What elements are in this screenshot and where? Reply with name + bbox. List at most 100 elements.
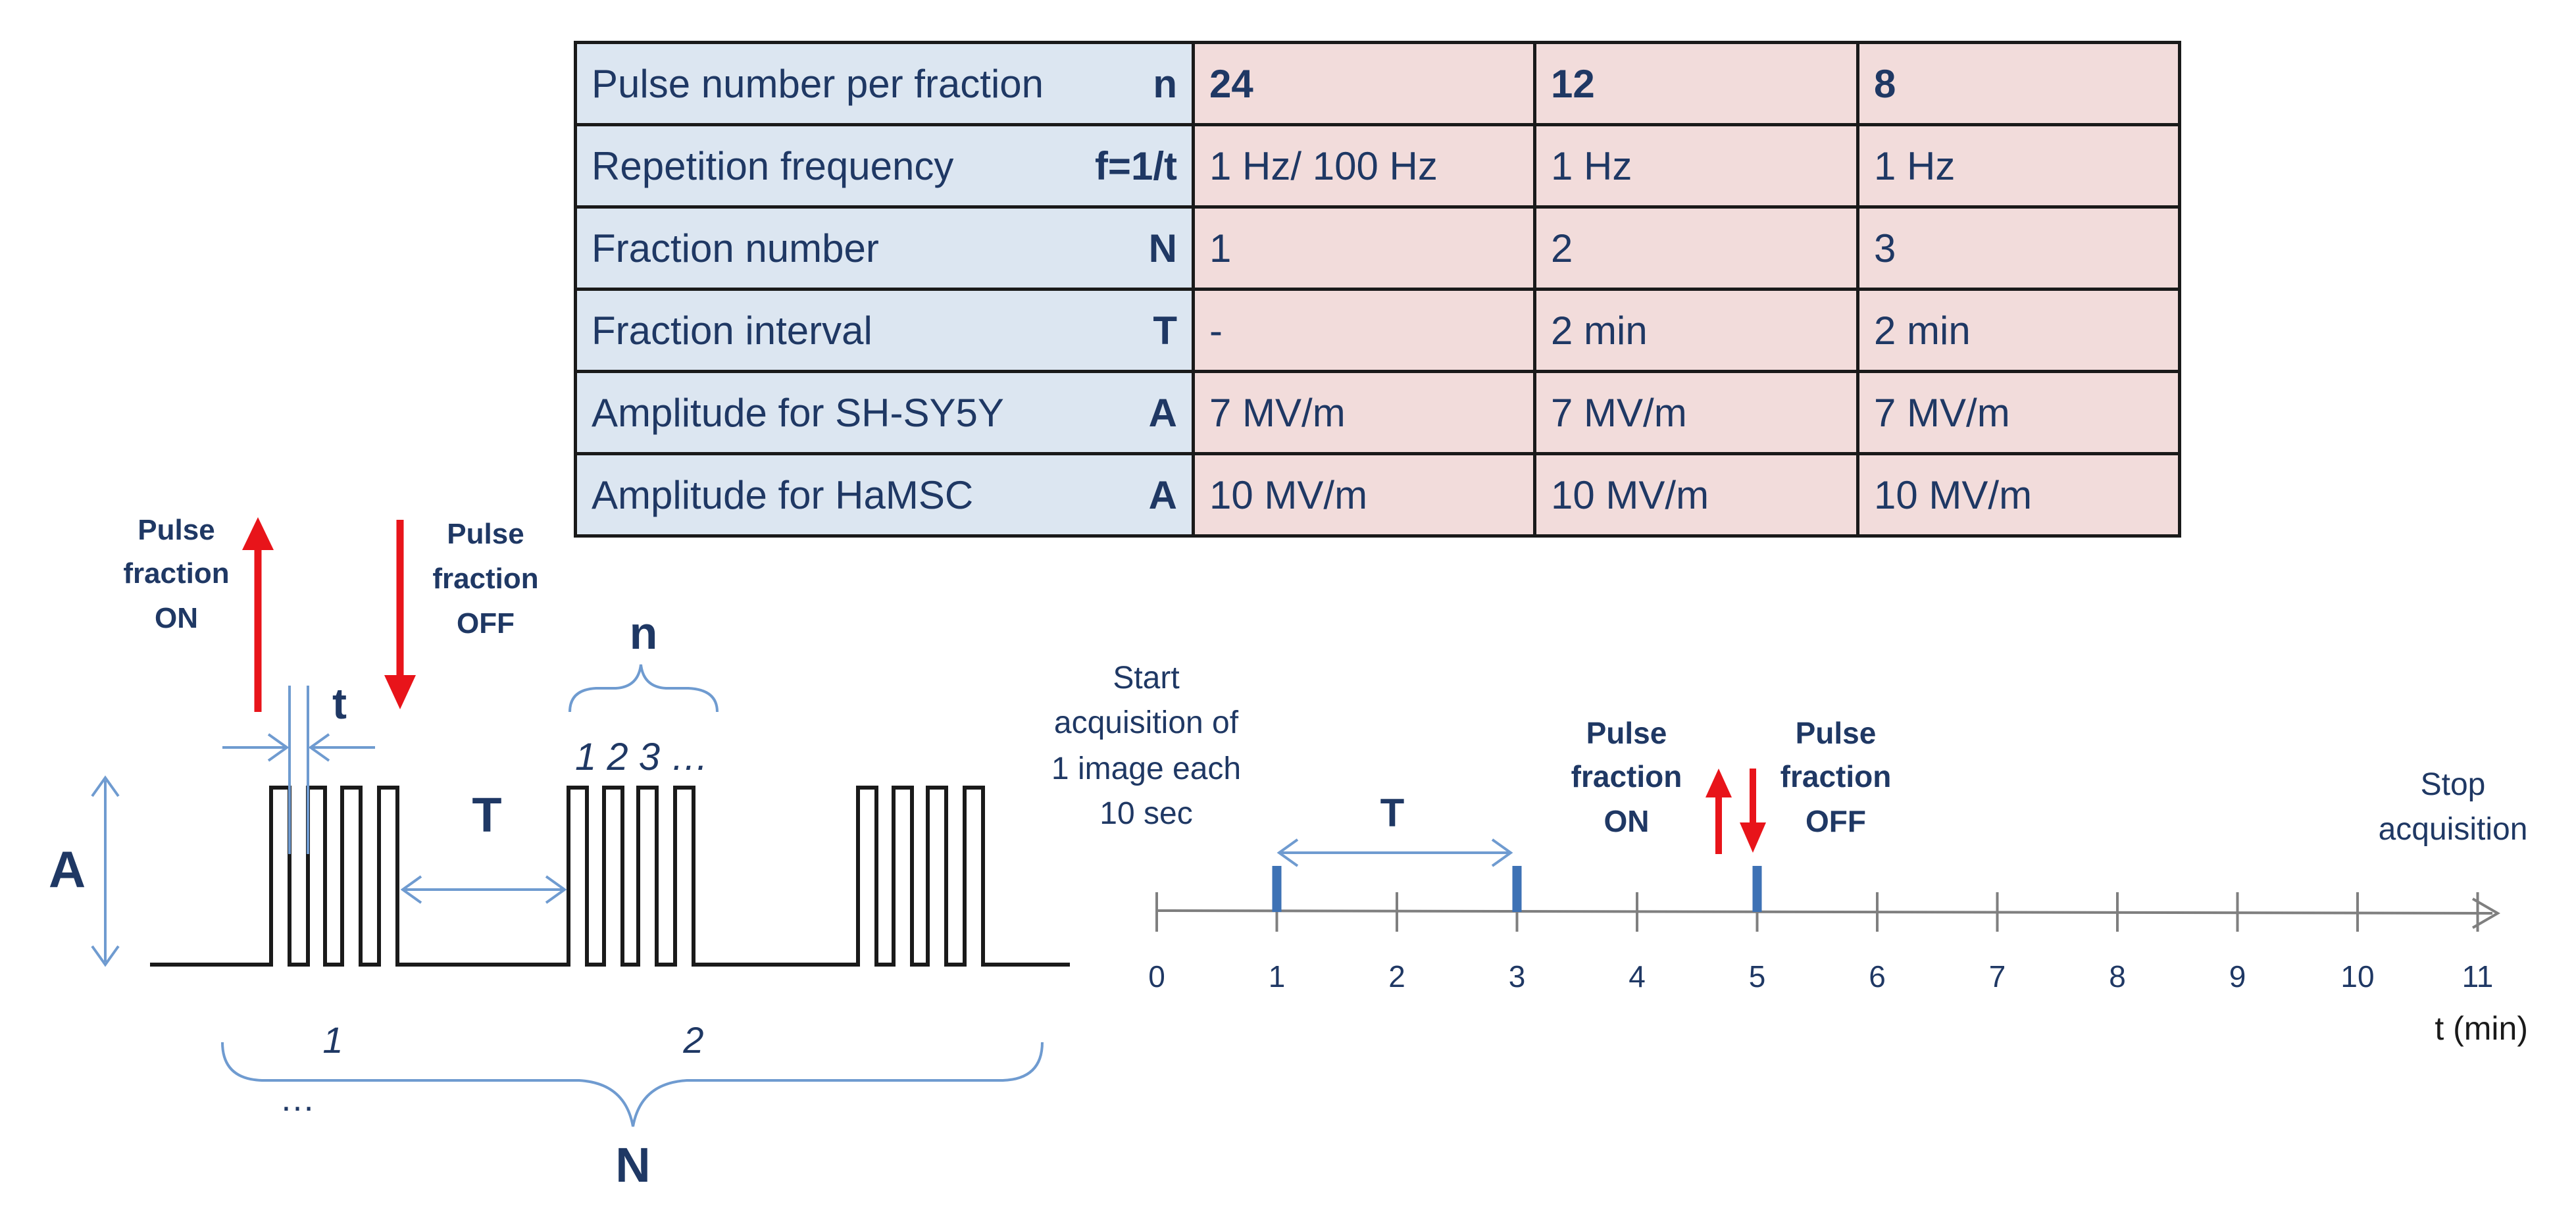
start-label-2: acquisition of xyxy=(1054,705,1239,740)
row-label-cell: Pulse number per fraction n xyxy=(574,41,1195,126)
timeline-on-arrow xyxy=(1705,769,1732,854)
start-label-1: Start xyxy=(1113,661,1179,695)
table-row: Repetition frequency f=1/t 1 Hz/ 100 Hz 1 H… xyxy=(574,123,2181,209)
row-label-cell: Amplitude for HaMSC A xyxy=(574,452,1195,538)
waveform-baseline xyxy=(150,786,1070,967)
t-label: t xyxy=(332,679,347,728)
pulse-off-arrow xyxy=(384,520,416,709)
row-value-cell: 2 min xyxy=(1856,288,2181,373)
pulse-on-label-1: Pulse xyxy=(138,514,215,546)
timeline-T-label: T xyxy=(1380,791,1405,835)
n-brace xyxy=(568,664,719,713)
row-symbol: f=1/t xyxy=(1094,143,1177,188)
n-label: n xyxy=(630,607,658,659)
timeline-tick-label: 0 xyxy=(1148,959,1165,994)
row-label: Fraction number xyxy=(592,226,879,270)
row-symbol: A xyxy=(1148,472,1177,517)
row-value-cell: 10 MV/m xyxy=(1533,452,1859,538)
row-label: Amplitude for HaMSC xyxy=(592,472,974,517)
timeline-off-label-3: OFF xyxy=(1806,804,1866,838)
row-value-cell: 3 xyxy=(1856,205,2181,291)
row-symbol: T xyxy=(1153,308,1177,353)
row-value-cell: 10 MV/m xyxy=(1192,452,1536,538)
timeline-axis-label: t (min) xyxy=(2435,1010,2528,1047)
row-symbol: A xyxy=(1148,390,1177,435)
row-label: Pulse number per fraction xyxy=(592,61,1044,106)
pulse-on-label-3: ON xyxy=(155,602,198,634)
pulse-index-label: 1 2 3 … xyxy=(575,736,709,778)
T-label: T xyxy=(472,788,501,842)
timeline-tick-label: 4 xyxy=(1629,959,1646,994)
table-row: Pulse number per fraction n 24 12 8 xyxy=(574,41,2181,126)
timeline-fraction-marks xyxy=(1272,866,1762,912)
acquisition-timeline: 0 1 2 3 4 5 6 7 8 9 10 11 T Start acquisition of 1 … xyxy=(1051,661,2528,1047)
a-dimension xyxy=(91,775,120,967)
a-label: A xyxy=(49,840,86,898)
row-value-cell: 1 Hz xyxy=(1856,123,2181,209)
row-value-cell: 1 Hz/ 100 Hz xyxy=(1192,123,1536,209)
row-value-cell: - xyxy=(1192,288,1536,373)
table-row: Amplitude for HaMSC A 10 MV/m 10 MV/m 10 MV/… xyxy=(574,452,2181,538)
parameter-table: Pulse number per fraction n 24 12 8 Repetitio… xyxy=(574,41,2181,538)
timeline-on-label-2: fraction xyxy=(1571,759,1682,794)
row-label: Amplitude for SH-SY5Y xyxy=(592,390,1004,435)
row-symbol: n xyxy=(1153,61,1177,106)
timeline-tick-label: 9 xyxy=(2229,959,2246,994)
timeline-off-label-1: Pulse xyxy=(1796,716,1877,750)
T-dimension xyxy=(400,875,567,904)
timeline-off-arrow xyxy=(1740,769,1766,853)
row-label-cell: Fraction number N xyxy=(574,205,1195,291)
parameter-table-body: Pulse number per fraction n 24 12 8 Repetitio… xyxy=(574,41,2181,538)
timeline-tick-label: 5 xyxy=(1749,959,1766,994)
pulse-off-label-2: fraction xyxy=(432,563,538,595)
row-value-cell: 1 Hz xyxy=(1533,123,1859,209)
timeline-tick-label: 7 xyxy=(1989,959,2006,994)
N-label: N xyxy=(615,1138,650,1192)
row-label: Repetition frequency xyxy=(592,143,954,188)
timeline-tick-label: 10 xyxy=(2340,959,2374,994)
stop-label-1: Stop xyxy=(2421,767,2486,802)
row-value-cell: 8 xyxy=(1856,41,2181,126)
row-value-cell: 7 MV/m xyxy=(1192,370,1536,455)
row-label-cell: Fraction interval T xyxy=(574,288,1195,373)
timeline-axis-arrowhead xyxy=(2471,897,2500,929)
fraction-1-label: 1 xyxy=(322,1019,343,1061)
row-value-cell: 1 xyxy=(1192,205,1536,291)
row-value-cell: 12 xyxy=(1533,41,1859,126)
row-value-cell: 2 min xyxy=(1533,288,1859,373)
pulse-waveform-panel: Pulse fraction ON Pulse fraction OFF t A xyxy=(49,514,1070,1192)
stop-label-2: acquisition xyxy=(2379,812,2528,847)
fraction-mark xyxy=(1512,866,1522,912)
fraction-2-label: 2 xyxy=(682,1019,703,1061)
row-value-cell: 10 MV/m xyxy=(1856,452,2181,538)
row-value-cell: 7 MV/m xyxy=(1856,370,2181,455)
row-value-cell: 7 MV/m xyxy=(1533,370,1859,455)
fraction-mark xyxy=(1272,866,1282,912)
row-value-cell: 24 xyxy=(1192,41,1536,126)
start-label-3: 1 image each xyxy=(1051,751,1241,786)
start-label-4: 10 sec xyxy=(1099,796,1192,831)
N-brace xyxy=(221,1042,1044,1127)
table-row: Fraction number N 1 2 3 xyxy=(574,205,2181,291)
pulse-off-label-3: OFF xyxy=(457,607,515,640)
row-label-cell: Amplitude for SH-SY5Y A xyxy=(574,370,1195,455)
pulse-off-label-1: Pulse xyxy=(447,518,524,550)
timeline-off-label-2: fraction xyxy=(1780,759,1892,794)
row-value-cell: 2 xyxy=(1533,205,1859,291)
pulse-on-label-2: fraction xyxy=(123,557,229,590)
timeline-tick-label: 1 xyxy=(1269,959,1286,994)
row-label: Fraction interval xyxy=(592,308,872,353)
timeline-axis xyxy=(1156,909,2493,915)
table-row: Fraction interval T -2 min 2 min xyxy=(574,288,2181,373)
table-row: Amplitude for SH-SY5Y A 7 MV/m 7 MV/m 7 MV/m xyxy=(574,370,2181,455)
fraction-ellipsis: … xyxy=(280,1079,315,1119)
row-label-cell: Repetition frequency f=1/t xyxy=(574,123,1195,209)
pulse-on-arrow xyxy=(242,517,274,712)
timeline-tick-label: 2 xyxy=(1388,959,1405,994)
timeline-tick-label: 11 xyxy=(2462,959,2494,994)
timeline-tick-labels: 0 1 2 3 4 5 6 7 8 9 10 11 xyxy=(1148,959,2493,994)
fraction-mark xyxy=(1752,866,1762,912)
timeline-on-label-1: Pulse xyxy=(1586,716,1667,750)
t-dimension xyxy=(222,686,375,854)
